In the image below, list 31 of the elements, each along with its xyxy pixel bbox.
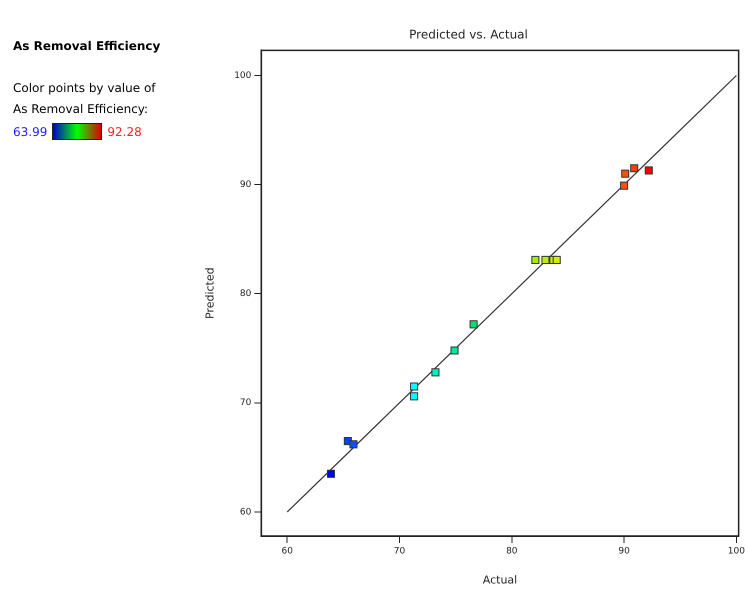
x-tick-label: 70 — [394, 546, 406, 557]
y-tick-label: 60 — [240, 507, 252, 518]
text: 63.99 — [13, 124, 48, 138]
point — [410, 392, 418, 400]
y-tick-label: 80 — [240, 289, 252, 300]
x-tick-label: 80 — [506, 546, 518, 557]
text: 92.28 — [107, 124, 142, 138]
point — [410, 382, 418, 391]
y-tick-label: 90 — [240, 180, 252, 190]
y-axis-title: Predicted — [203, 267, 216, 320]
point — [326, 470, 336, 478]
chart-title: Predicted vs. Actual — [409, 27, 528, 42]
x-tick-label: 100 — [728, 546, 746, 557]
x-tick-label: 60 — [281, 546, 294, 557]
point — [630, 164, 638, 172]
y-tick-label: 70 — [240, 398, 252, 408]
text: As Removal Efficiency — [13, 39, 161, 54]
point — [541, 256, 550, 264]
point — [450, 346, 459, 355]
text: Color points by value of As Removal Efficiency: — [13, 81, 156, 116]
point — [644, 166, 653, 174]
y-tick-label: 100 — [234, 70, 252, 81]
point — [349, 440, 358, 448]
point — [621, 170, 630, 178]
point — [531, 256, 540, 264]
point — [552, 256, 561, 264]
point — [470, 320, 478, 328]
x-tick-label: 90 — [618, 546, 630, 557]
point — [431, 368, 440, 376]
x-axis-title: Actual — [482, 573, 518, 586]
point — [620, 182, 628, 190]
